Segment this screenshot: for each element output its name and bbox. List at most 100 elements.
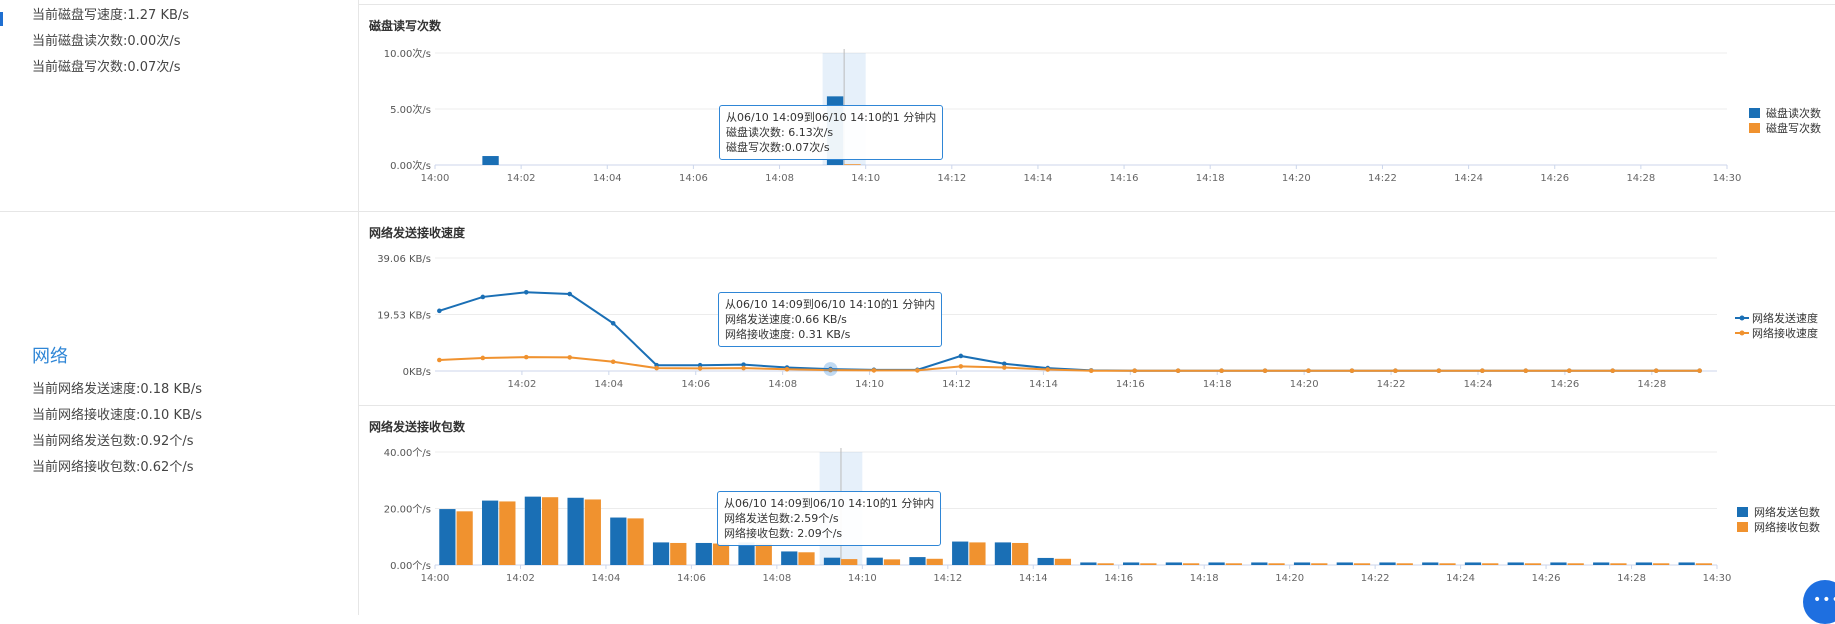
legend-label: 磁盘读次数 — [1766, 106, 1821, 120]
network-packets-tooltip: 从06/10 14:09到06/10 14:10的1 分钟内 网络发送包数:2.… — [717, 491, 942, 546]
data-point — [1219, 368, 1224, 374]
bar-series-2 — [1353, 563, 1371, 565]
hover-marker — [823, 362, 838, 377]
network-section-title: 网络 — [32, 346, 68, 367]
bar-series-2 — [1695, 563, 1713, 565]
disk-io-tooltip: 从06/10 14:09到06/10 14:10的1 分钟内 磁盘读次数: 6.… — [719, 105, 944, 160]
x-tick-label: 14:18 — [1196, 173, 1225, 184]
legend-label: 磁盘写次数 — [1766, 121, 1821, 135]
bar-series-2 — [1311, 563, 1328, 565]
data-point — [1045, 367, 1051, 372]
bar-series-1 — [695, 542, 712, 565]
x-tick-label: 14:08 — [765, 173, 794, 184]
data-point — [1523, 368, 1529, 374]
y-tick-label: 39.06 KB/s — [377, 254, 431, 265]
disk-write-speed-stat: 当前磁盘写速度:1.27 KB/s — [32, 8, 190, 23]
bar-series-1 — [652, 542, 670, 565]
bar-series-2 — [627, 518, 644, 565]
legend-label: 网络发送包数 — [1754, 505, 1820, 519]
bar-series-2 — [456, 511, 473, 565]
x-tick-label: 14:08 — [768, 379, 797, 390]
chat-bubble-icon: ••• — [1813, 592, 1835, 608]
bar-series-1 — [439, 509, 456, 565]
data-point — [610, 320, 616, 326]
data-point — [1262, 368, 1268, 374]
data-point — [567, 355, 573, 360]
data-point — [437, 357, 442, 363]
data-point — [828, 367, 833, 373]
y-tick-label: 0.00次/s — [390, 159, 431, 172]
data-point — [741, 362, 746, 367]
tooltip-time-range: 从06/10 14:09到06/10 14:10的1 分钟内 — [725, 298, 936, 311]
x-tick-label: 14:24 — [1464, 379, 1493, 390]
legend-label: 网络发送速度 — [1752, 311, 1818, 325]
data-point — [1349, 368, 1355, 374]
legend-swatch — [1749, 123, 1760, 133]
data-point — [1393, 368, 1398, 374]
data-point — [523, 290, 529, 295]
bar-series-2 — [1396, 563, 1413, 565]
bar-series-1 — [1165, 562, 1182, 565]
x-tick-label: 14:06 — [677, 573, 706, 584]
data-point — [567, 291, 573, 297]
tooltip-read-count: 磁盘读次数: 6.13次/s — [726, 126, 834, 139]
x-tick-label: 14:16 — [1104, 573, 1133, 584]
data-point — [697, 362, 703, 368]
x-tick-label: 14:12 — [942, 379, 971, 390]
x-tick-label: 14:12 — [933, 573, 962, 584]
data-point — [437, 308, 442, 314]
x-tick-label: 14:30 — [1713, 173, 1742, 184]
x-tick-label: 14:24 — [1454, 173, 1483, 184]
x-tick-label: 14:26 — [1532, 573, 1561, 584]
data-point — [915, 368, 920, 373]
data-point — [1175, 368, 1181, 374]
x-tick-label: 14:20 — [1275, 573, 1304, 584]
data-point — [610, 359, 616, 365]
x-tick-label: 14:26 — [1550, 379, 1579, 390]
data-point — [1001, 361, 1007, 367]
legend-label: 网络接收包数 — [1754, 520, 1820, 534]
bar-series-2 — [1012, 542, 1029, 565]
x-tick-label: 14:22 — [1377, 379, 1406, 390]
legend-label: 网络接收速度 — [1752, 326, 1818, 340]
x-tick-label: 14:02 — [508, 379, 537, 390]
data-point — [1480, 368, 1485, 374]
bar-series-1 — [1379, 562, 1396, 565]
bar-series-2 — [1482, 563, 1499, 565]
data-point — [1697, 368, 1702, 374]
bar-series-2 — [1182, 563, 1200, 565]
x-tick-label: 14:16 — [1110, 173, 1139, 184]
bar-series-2 — [712, 543, 730, 565]
bar-series-1 — [1593, 562, 1610, 565]
bar-series-1 — [1208, 562, 1225, 565]
network-speed-chart-title: 网络发送接收速度 — [369, 226, 466, 240]
y-tick-label: 10.00次/s — [384, 47, 431, 60]
bar-series-2 — [1225, 563, 1242, 565]
x-tick-label: 14:10 — [855, 379, 884, 390]
x-tick-label: 14:20 — [1282, 173, 1311, 184]
bar-series-1 — [1635, 562, 1653, 565]
chart-divider — [359, 405, 1835, 406]
bar-series-2 — [755, 543, 772, 565]
bar-series-1 — [1293, 562, 1311, 565]
data-point — [958, 353, 964, 359]
x-tick-label: 14:00 — [421, 173, 450, 184]
x-tick-label: 14:28 — [1617, 573, 1646, 584]
tooltip-time-range: 从06/10 14:09到06/10 14:10的1 分钟内 — [726, 111, 937, 124]
bar-series-2 — [926, 558, 943, 565]
bar-series-2 — [541, 497, 559, 565]
x-tick-label: 14:24 — [1446, 573, 1475, 584]
stats-column: 当前磁盘写速度:1.27 KB/s 当前磁盘读次数:0.00次/s 当前磁盘写次… — [0, 0, 359, 615]
y-tick-label: 5.00次/s — [390, 103, 431, 116]
bar-series-1 — [1464, 562, 1482, 565]
disk-io-chart: 10.00次/s 5.00次/s 0.00次/s14:00 14:02 14:04 14:… — [384, 47, 1821, 184]
bar-series-1 — [1550, 562, 1567, 565]
x-tick-label: 14:10 — [851, 173, 880, 184]
bar-series-1 — [1507, 562, 1524, 565]
chat-button[interactable]: ••• — [1803, 580, 1835, 624]
x-tick-label: 14:04 — [593, 173, 622, 184]
data-point — [871, 368, 877, 373]
bar-series-1 — [567, 497, 584, 565]
active-indicator — [0, 12, 3, 26]
